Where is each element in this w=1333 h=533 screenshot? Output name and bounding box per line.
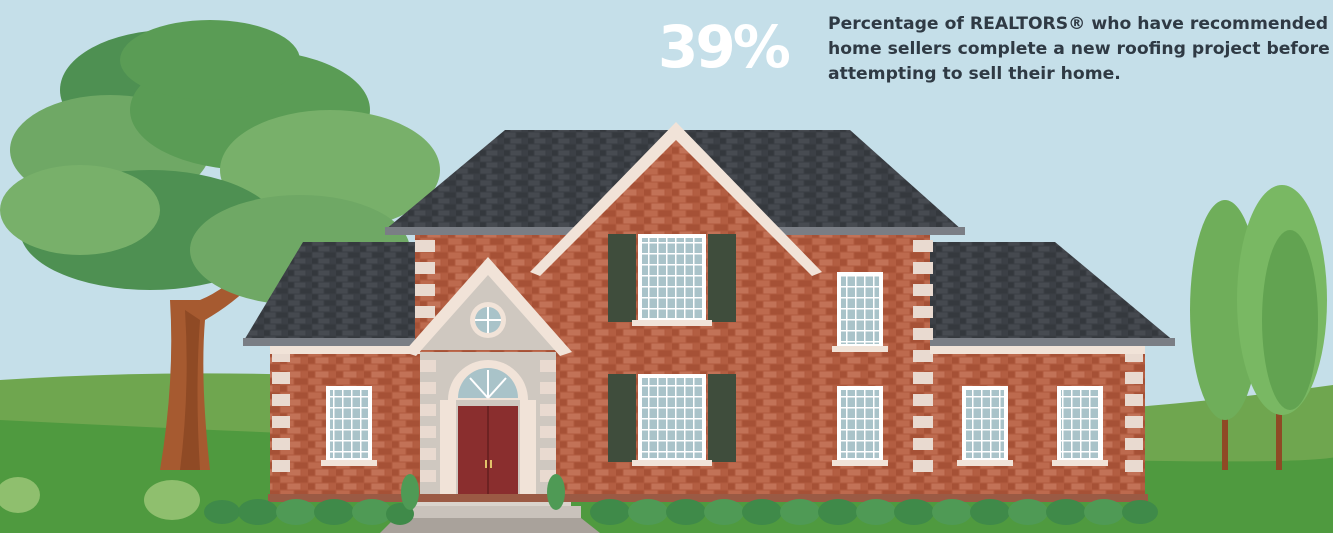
poplar-tree-icon [1190,185,1327,470]
stat-description-line: home sellers complete a new roofing proj… [828,39,1330,59]
stat-description: Percentage of REALTORS® who have recomme… [828,12,1333,87]
shrub-icon [0,474,1158,525]
stat-description-line: Percentage of REALTORS® who have recomme… [828,14,1329,34]
tree-icon [0,20,440,470]
stat-value: 39% [658,13,791,81]
stat-description-line: attempting to sell their home. [828,64,1121,84]
